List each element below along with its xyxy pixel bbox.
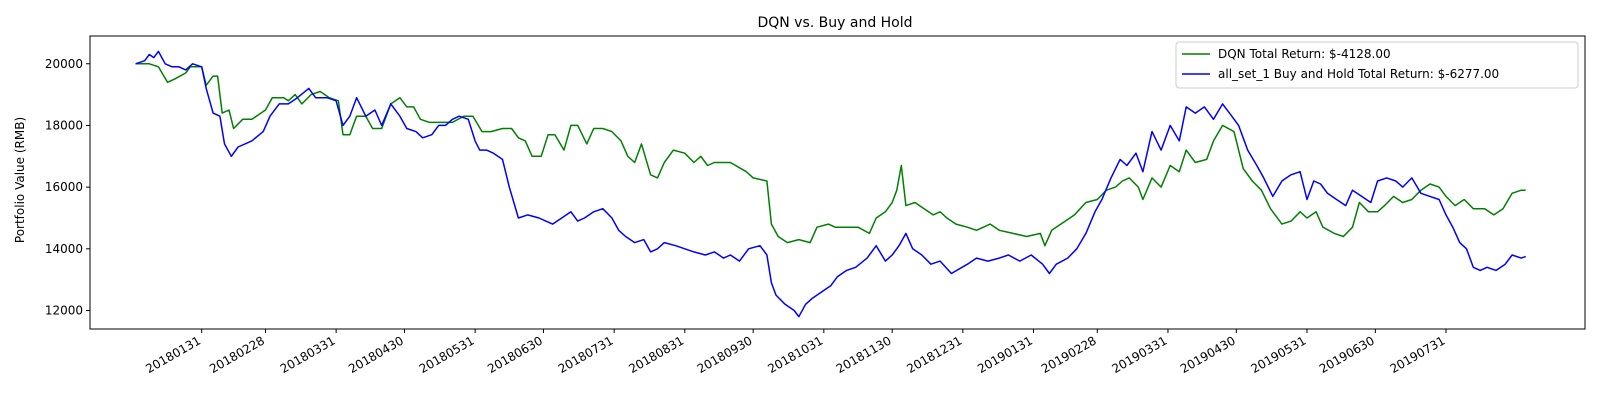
y-tick-label: 20000 [45, 57, 83, 71]
plot-frame [89, 35, 1586, 330]
legend: DQN Total Return: $-4128.00 all_set_1 Buy… [1175, 41, 1579, 89]
legend-box [1175, 41, 1579, 89]
legend-label: DQN Total Return: $-4128.00 [1218, 47, 1391, 61]
series-line-dqn [135, 63, 1526, 247]
y-tick-label: 14000 [45, 242, 83, 256]
chart-title: DQN vs. Buy and Hold [757, 15, 912, 31]
series-line-buy-and-hold [135, 50, 1526, 318]
plot-area [135, 50, 1526, 318]
legend-label: all_set_1 Buy and Hold Total Return: $-6… [1218, 67, 1499, 81]
y-tick-label: 18000 [45, 118, 83, 132]
y-tick-label: 12000 [45, 303, 83, 317]
y-axis-label: Portfolio Value (RMB) [13, 117, 27, 243]
y-tick-label: 16000 [45, 180, 83, 194]
